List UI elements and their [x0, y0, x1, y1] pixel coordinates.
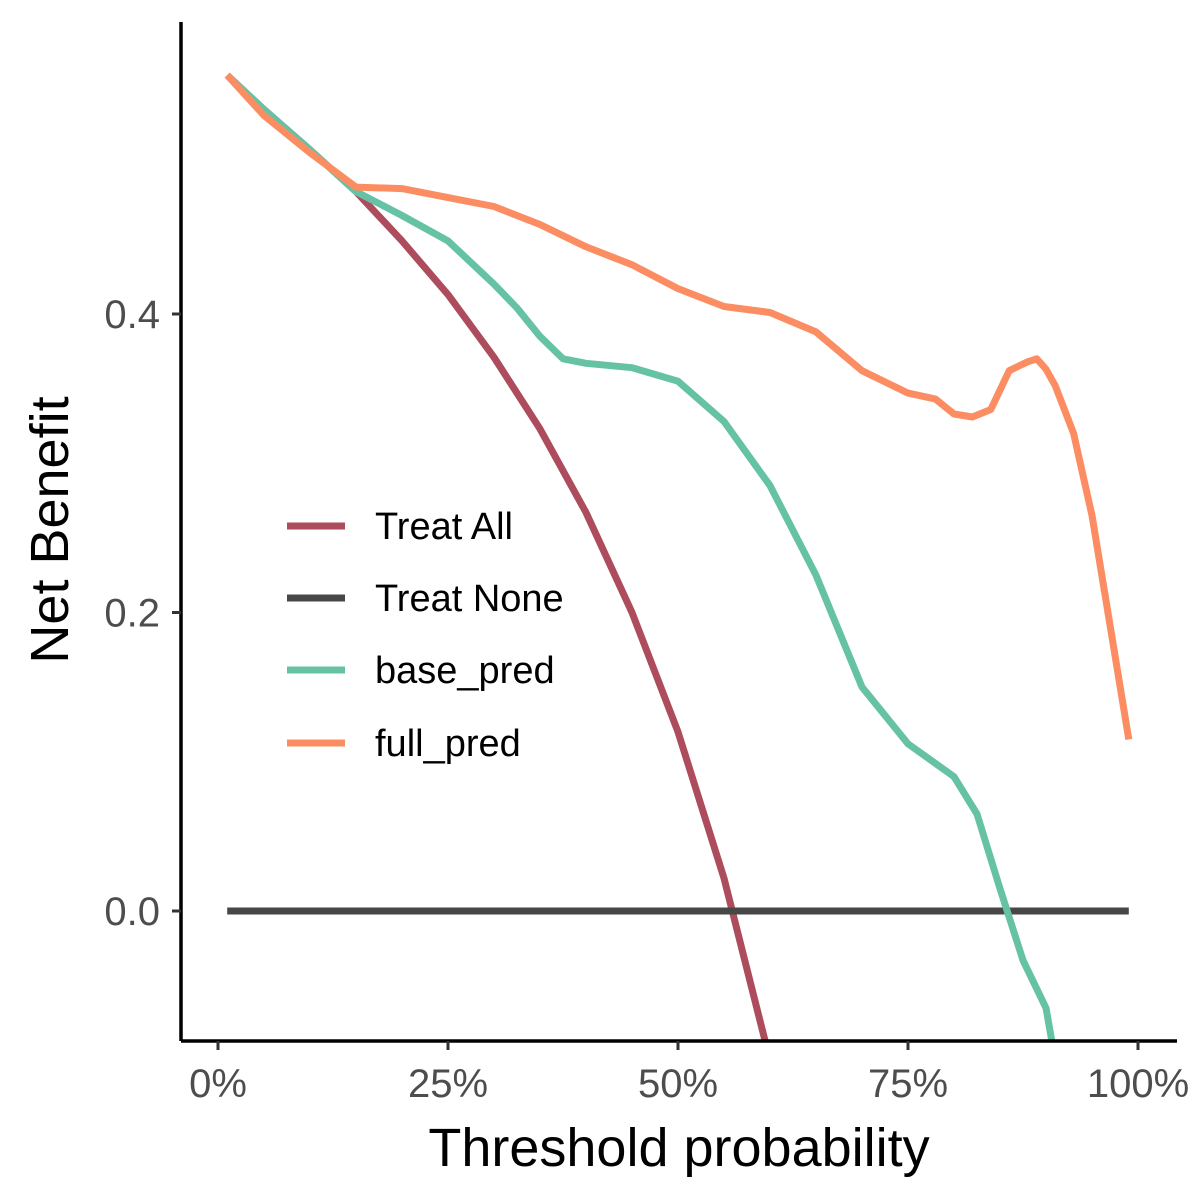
- legend: Treat All Treat None base_pred full_pred: [287, 506, 564, 765]
- x-tick-label: 0%: [189, 1062, 247, 1106]
- x-ticks: 0% 25% 50% 75% 100%: [189, 1041, 1189, 1106]
- series-line-full-pred: [224, 72, 1133, 740]
- y-tick-label: 0.0: [104, 890, 160, 934]
- x-tick-label: 50%: [638, 1062, 718, 1106]
- y-tick-label: 0.2: [104, 592, 160, 636]
- x-tick-label: 75%: [868, 1062, 948, 1106]
- legend-label: Treat All: [375, 506, 513, 548]
- y-axis-title: Net Benefit: [20, 396, 80, 663]
- y-tick-label: 0.4: [104, 293, 160, 337]
- x-tick-label: 100%: [1087, 1062, 1189, 1106]
- y-ticks: 0.0 0.2 0.4: [104, 293, 181, 934]
- series-line-base-pred: [224, 72, 1056, 1041]
- x-axis-title: Threshold probability: [428, 1118, 929, 1178]
- legend-label: Treat None: [375, 578, 564, 620]
- legend-label: base_pred: [375, 650, 555, 692]
- series-layer: [224, 72, 1133, 1041]
- x-tick-label: 25%: [408, 1062, 488, 1106]
- legend-label: full_pred: [375, 723, 521, 765]
